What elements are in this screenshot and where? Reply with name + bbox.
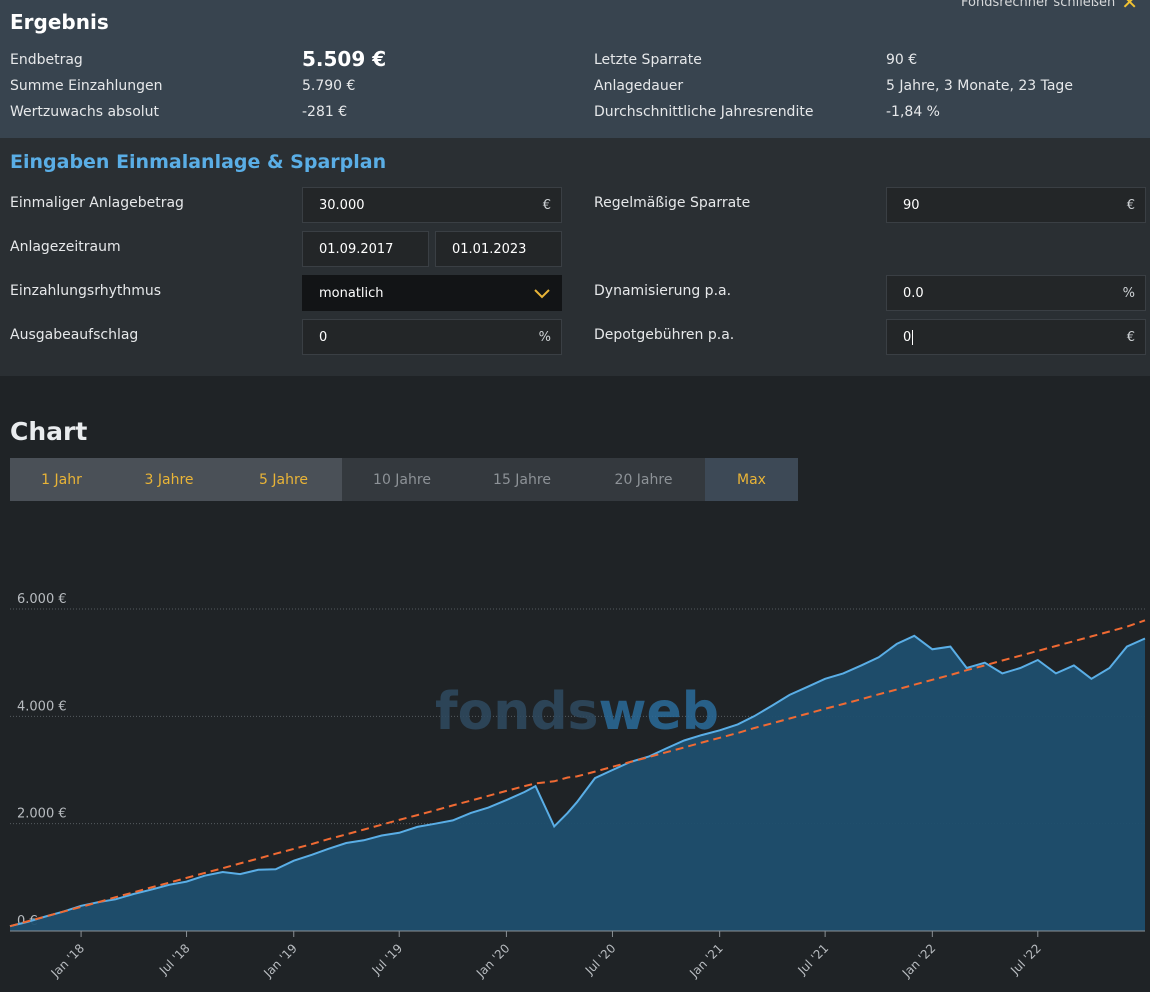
x-tick-label: Jul '22 bbox=[1007, 941, 1044, 978]
y-tick-label: 4.000 € bbox=[17, 699, 67, 714]
wertzuwachs-label: Wertzuwachs absolut bbox=[10, 104, 160, 120]
zeitraum-start-input[interactable]: 01.09.2017 bbox=[302, 231, 429, 267]
tab-15-jahre[interactable]: 15 Jahre bbox=[462, 458, 582, 501]
depotgebuehren-value[interactable]: 0 bbox=[903, 329, 912, 345]
dynamisierung-input[interactable]: 0.0 % bbox=[886, 275, 1146, 311]
zeitraum-start-value[interactable]: 01.09.2017 bbox=[319, 241, 394, 257]
tab-20-jahre[interactable]: 20 Jahre bbox=[582, 458, 705, 501]
close-label[interactable]: Fondsrechner schließen bbox=[961, 0, 1116, 10]
ergebnis-title: Ergebnis bbox=[10, 10, 109, 34]
eingaben-title: Eingaben Einmalanlage & Sparplan bbox=[10, 151, 387, 173]
fondsweb-watermark: fondsweb bbox=[435, 682, 719, 742]
y-tick-label: 6.000 € bbox=[17, 592, 67, 607]
close-icon[interactable]: ✕ bbox=[1121, 0, 1138, 14]
x-tick-label: Jan '20 bbox=[473, 941, 513, 981]
wertzuwachs-value: -281 € bbox=[302, 104, 348, 120]
dynamisierung-label: Dynamisierung p.a. bbox=[594, 283, 732, 299]
deposits-line bbox=[9, 619, 1146, 928]
depotgebuehren-input[interactable]: 0 € bbox=[886, 319, 1146, 355]
ausgabeaufschlag-label: Ausgabeaufschlag bbox=[10, 327, 139, 343]
eingaben-panel: Eingaben Einmalanlage & Sparplan Einmali… bbox=[0, 138, 1150, 376]
endbetrag-value: 5.509 € bbox=[302, 47, 387, 71]
x-tick-label: Jul '20 bbox=[582, 941, 619, 978]
ausgabeaufschlag-value[interactable]: 0 bbox=[319, 329, 328, 345]
y-tick-label: 2.000 € bbox=[17, 807, 67, 822]
tab-3-jahre[interactable]: 3 Jahre bbox=[113, 458, 225, 501]
anlagedauer-label: Anlagedauer bbox=[594, 78, 684, 94]
rhythmus-value[interactable]: monatlich bbox=[319, 285, 384, 301]
tab-1-jahr[interactable]: 1 Jahr bbox=[10, 458, 113, 501]
dynamisierung-value[interactable]: 0.0 bbox=[903, 285, 924, 301]
sparrate-value[interactable]: 90 bbox=[903, 197, 920, 213]
portfolio-area bbox=[10, 635, 1145, 931]
einmalig-label: Einmaliger Anlagebetrag bbox=[10, 195, 184, 211]
zeitraum-end-input[interactable]: 01.01.2023 bbox=[435, 231, 562, 267]
ergebnis-panel: Ergebnis Fondsrechner schließen ✕ Endbet… bbox=[0, 0, 1150, 138]
jahresrendite-label: Durchschnittliche Jahresrendite bbox=[594, 104, 814, 120]
sparrate-input[interactable]: 90 € bbox=[886, 187, 1146, 223]
depotgebuehren-unit: € bbox=[1126, 330, 1135, 345]
x-tick-label: Jan '21 bbox=[686, 941, 726, 981]
jahresrendite-value: -1,84 % bbox=[886, 104, 940, 120]
sparrate-label: Regelmäßige Sparrate bbox=[594, 195, 751, 211]
x-tick-label: Jul '21 bbox=[795, 941, 832, 978]
chevron-down-icon[interactable] bbox=[533, 284, 551, 302]
rhythmus-select[interactable]: monatlich bbox=[302, 275, 562, 311]
tab-5-jahre[interactable]: 5 Jahre bbox=[225, 458, 342, 501]
portfolio-line bbox=[9, 634, 1146, 928]
ausgabeaufschlag-input[interactable]: 0 % bbox=[302, 319, 562, 355]
einmalig-input[interactable]: 30.000 € bbox=[302, 187, 562, 223]
sparrate-unit: € bbox=[1126, 198, 1135, 213]
summe-einzahlungen-label: Summe Einzahlungen bbox=[10, 78, 163, 94]
zeitraum-label: Anlagezeitraum bbox=[10, 239, 121, 255]
x-tick-label: Jan '22 bbox=[899, 941, 939, 981]
endbetrag-label: Endbetrag bbox=[10, 52, 83, 68]
depotgebuehren-label: Depotgebühren p.a. bbox=[594, 327, 735, 343]
range-tabs: 1 Jahr 3 Jahre 5 Jahre 10 Jahre 15 Jahre… bbox=[10, 458, 798, 501]
x-tick-label: Jan '19 bbox=[260, 941, 300, 981]
x-tick-label: Jul '18 bbox=[156, 941, 193, 978]
letzte-sparrate-label: Letzte Sparrate bbox=[594, 52, 702, 68]
text-cursor bbox=[912, 329, 914, 345]
ausgabeaufschlag-unit: % bbox=[538, 330, 551, 345]
anlagedauer-value: 5 Jahre, 3 Monate, 23 Tage bbox=[886, 78, 1073, 94]
summe-einzahlungen-value: 5.790 € bbox=[302, 78, 356, 94]
zeitraum-end-value[interactable]: 01.01.2023 bbox=[452, 241, 527, 257]
letzte-sparrate-value: 90 € bbox=[886, 52, 918, 68]
tab-max[interactable]: Max bbox=[705, 458, 798, 501]
einmalig-value[interactable]: 30.000 bbox=[319, 197, 365, 213]
tab-10-jahre[interactable]: 10 Jahre bbox=[342, 458, 462, 501]
dynamisierung-unit: % bbox=[1122, 286, 1135, 301]
x-tick-label: Jan '18 bbox=[48, 941, 88, 981]
x-tick-label: Jul '19 bbox=[369, 941, 406, 978]
rhythmus-label: Einzahlungsrhythmus bbox=[10, 283, 162, 299]
einmalig-unit: € bbox=[542, 198, 551, 213]
close-fondsrechner-link[interactable]: Fondsrechner schließen ✕ bbox=[961, 0, 1138, 12]
chart-title: Chart bbox=[10, 417, 88, 446]
